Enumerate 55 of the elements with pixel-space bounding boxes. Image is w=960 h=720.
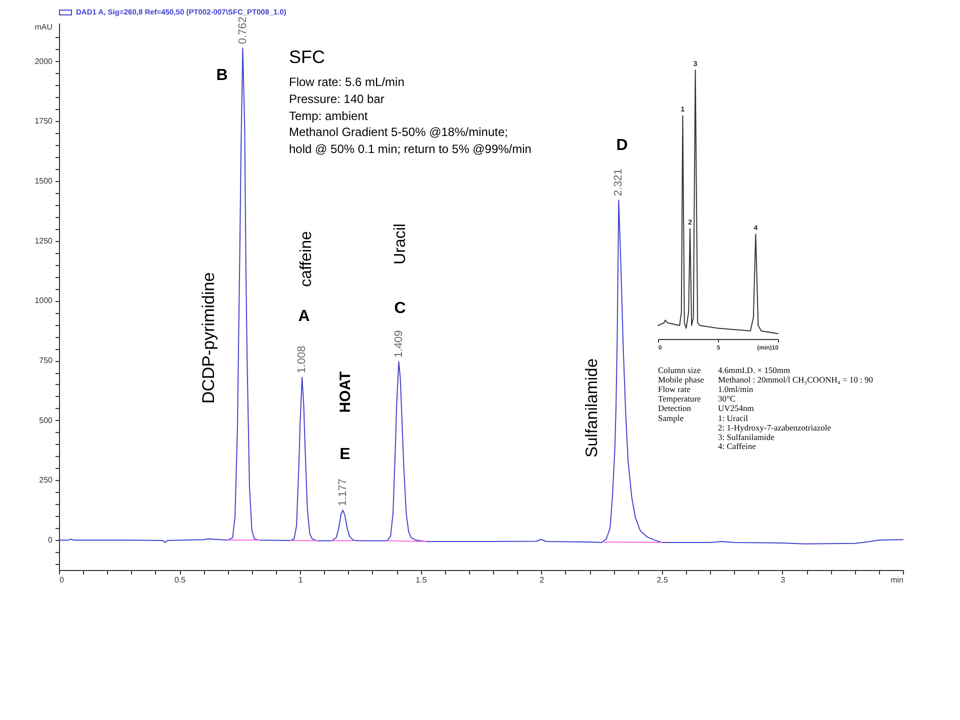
annotation: Uracil [392,224,409,264]
x-tick-label: 1 [298,576,304,584]
annotation: hold @ 50% 0.1 min; return to 5% @99%/min [289,142,532,156]
annotation: Pressure: 140 bar [289,92,384,106]
line-series [58,48,904,544]
x-tick-label: 2.5 [656,576,668,584]
x-tick-label: min [890,576,904,584]
annotation: Flow rate [658,384,691,394]
y-tick-label: 750 [39,356,54,366]
y-tick-label: 1250 [34,236,54,246]
annotation: Sample [658,413,684,423]
annotation: Detection [658,403,692,413]
x-tick-label: 0 [60,576,64,584]
x-tick-label: 2 [540,576,545,584]
annotation: HOAT [337,371,354,413]
annotation: Mobile phase [658,374,704,384]
annotation: 30°C [718,394,736,404]
x-tick-label: 1.5 [416,576,428,584]
annotation: 0.762 [236,16,249,44]
y-axis-title: mAU [34,22,53,32]
annotation: C [394,300,406,317]
annotation: Column size [658,365,701,375]
annotation: Methanol : 20mmol/l CH₃COONH₄ = 10 : 90 [718,374,873,384]
annotation: Sulfanilamide [583,358,601,458]
annotation: UV254nm [718,403,754,413]
annotation: Temperature [658,394,702,404]
annotation: 1.409 [392,330,405,358]
y-tick-label: 0 [48,536,54,545]
y-tick-label: 1750 [34,116,54,126]
annotation: DCDP-pyrimidine [199,272,218,404]
annotation: 1: Uracil [718,413,749,423]
annotation: 1.177 [336,478,349,506]
x-tick-label: 0.5 [174,576,186,584]
annotation: Flow rate: 5.6 mL/min [289,75,404,89]
y-tick-label: 1000 [34,296,54,306]
y-tick-label: 250 [39,476,54,485]
annotation: 2: 1-Hydroxy-7-azabenzotriazole [718,422,832,432]
annotation: 4: Caffeine [718,441,756,451]
annotation: D [616,137,628,154]
annotation: 3: Sulfanilamide [718,432,775,442]
annotation: 4.6mmI.D. × 150mm [718,365,790,375]
y-tick-label: 500 [39,416,54,425]
y-tick-label: 2000 [34,56,54,66]
annotation: Methanol Gradient 5-50% @18%/minute; [289,125,508,139]
annotation: Temp: ambient [289,109,368,123]
y-tick-label: 1500 [34,176,54,186]
annotation: caffeine [298,231,315,287]
annotation: 2.321 [612,168,625,196]
x-tick-label: 3 [780,576,786,584]
annotation: SFC [289,47,325,67]
annotation: E [340,446,351,463]
annotation: 1.008 [296,346,308,374]
annotation: A [298,308,310,325]
annotation: 1.0ml/min [718,384,754,394]
annotation: B [216,67,228,84]
